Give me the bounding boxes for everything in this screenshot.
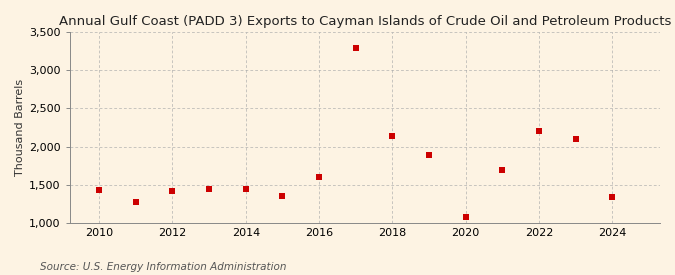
Point bbox=[424, 153, 435, 157]
Y-axis label: Thousand Barrels: Thousand Barrels bbox=[15, 79, 25, 176]
Text: Source: U.S. Energy Information Administration: Source: U.S. Energy Information Administ… bbox=[40, 262, 287, 272]
Point bbox=[204, 186, 215, 191]
Point bbox=[94, 188, 105, 192]
Point bbox=[460, 215, 471, 219]
Title: Annual Gulf Coast (PADD 3) Exports to Cayman Islands of Crude Oil and Petroleum : Annual Gulf Coast (PADD 3) Exports to Ca… bbox=[59, 15, 671, 28]
Point bbox=[497, 167, 508, 172]
Point bbox=[387, 134, 398, 138]
Point bbox=[534, 128, 545, 133]
Point bbox=[570, 137, 581, 141]
Point bbox=[167, 189, 178, 193]
Point bbox=[314, 175, 325, 180]
Point bbox=[240, 187, 251, 192]
Point bbox=[607, 195, 618, 199]
Point bbox=[350, 46, 361, 50]
Point bbox=[277, 194, 288, 199]
Point bbox=[130, 200, 141, 205]
